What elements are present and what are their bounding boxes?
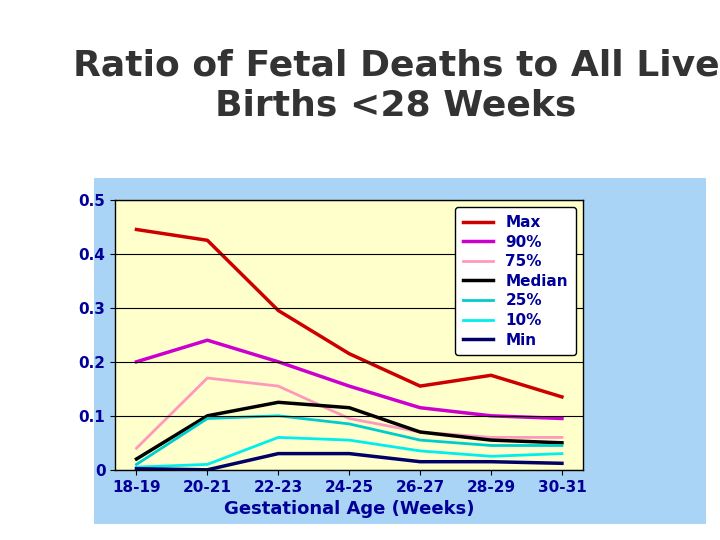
- Max: [274, 307, 283, 314]
- Median: [345, 404, 354, 411]
- 75%: [487, 434, 495, 441]
- 25%: [557, 442, 566, 449]
- Line: 90%: 90%: [137, 340, 562, 418]
- 10%: [557, 450, 566, 457]
- Median: [203, 413, 212, 419]
- Median: [557, 440, 566, 446]
- Line: Median: Median: [137, 402, 562, 459]
- Max: [487, 372, 495, 379]
- Min: [557, 460, 566, 467]
- Max: [415, 383, 424, 389]
- 75%: [274, 383, 283, 389]
- 25%: [203, 415, 212, 422]
- 25%: [132, 461, 141, 468]
- Line: 75%: 75%: [137, 378, 562, 448]
- Min: [274, 450, 283, 457]
- 10%: [415, 448, 424, 454]
- 10%: [203, 461, 212, 468]
- 10%: [132, 464, 141, 470]
- 10%: [487, 453, 495, 460]
- 25%: [415, 437, 424, 443]
- 75%: [345, 415, 354, 422]
- 75%: [557, 434, 566, 441]
- Median: [415, 429, 424, 435]
- Median: [132, 456, 141, 462]
- 75%: [415, 429, 424, 435]
- Min: [487, 458, 495, 465]
- Min: [203, 467, 212, 473]
- 90%: [132, 359, 141, 365]
- 90%: [274, 359, 283, 365]
- Median: [487, 437, 495, 443]
- Line: 25%: 25%: [137, 416, 562, 464]
- Legend: Max, 90%, 75%, Median, 25%, 10%, Min: Max, 90%, 75%, Median, 25%, 10%, Min: [455, 207, 575, 355]
- Median: [274, 399, 283, 406]
- Max: [203, 237, 212, 244]
- 25%: [345, 421, 354, 427]
- 90%: [487, 413, 495, 419]
- 10%: [345, 437, 354, 443]
- Max: [345, 350, 354, 357]
- 90%: [203, 337, 212, 343]
- 90%: [415, 404, 424, 411]
- 90%: [557, 415, 566, 422]
- X-axis label: Gestational Age (Weeks): Gestational Age (Weeks): [224, 500, 474, 518]
- Min: [415, 458, 424, 465]
- Max: [557, 394, 566, 400]
- 75%: [203, 375, 212, 381]
- 75%: [132, 445, 141, 451]
- Min: [132, 465, 141, 472]
- Min: [345, 450, 354, 457]
- 25%: [274, 413, 283, 419]
- Max: [132, 226, 141, 233]
- 90%: [345, 383, 354, 389]
- Text: Ratio of Fetal Deaths to All Live
Births <28 Weeks: Ratio of Fetal Deaths to All Live Births…: [73, 49, 719, 122]
- Line: Min: Min: [137, 454, 562, 470]
- Line: Max: Max: [137, 230, 562, 397]
- 25%: [487, 442, 495, 449]
- 10%: [274, 434, 283, 441]
- Line: 10%: 10%: [137, 437, 562, 467]
